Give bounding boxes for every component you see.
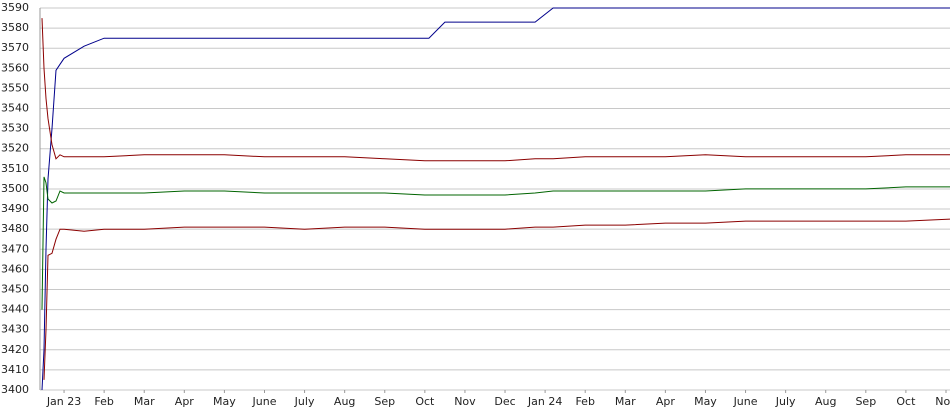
x-tick-label: Nov bbox=[454, 395, 476, 408]
y-tick-label: 3580 bbox=[1, 21, 29, 34]
y-tick-label: 3410 bbox=[1, 363, 29, 376]
x-tick-label: Nov bbox=[935, 395, 950, 408]
y-tick-label: 3520 bbox=[1, 142, 29, 155]
x-tick-label: July bbox=[775, 395, 796, 408]
x-tick-label: Apr bbox=[656, 395, 676, 408]
x-tick-label: Oct bbox=[415, 395, 435, 408]
x-tick-label: Mar bbox=[615, 395, 636, 408]
y-tick-label: 3590 bbox=[1, 1, 29, 14]
x-tick-label: Jan 24 bbox=[527, 395, 562, 408]
y-tick-label: 3480 bbox=[1, 222, 29, 235]
x-tick-label: Apr bbox=[175, 395, 195, 408]
y-tick-label: 3560 bbox=[1, 61, 29, 74]
y-tick-label: 3540 bbox=[1, 102, 29, 115]
series-line bbox=[41, 176, 950, 310]
series-line bbox=[41, 7, 950, 391]
x-tick-label: July bbox=[294, 395, 315, 408]
x-tick-label: Sep bbox=[855, 395, 876, 408]
x-tick-label: Jan 23 bbox=[46, 395, 81, 408]
y-tick-label: 3570 bbox=[1, 41, 29, 54]
y-tick-label: 3510 bbox=[1, 162, 29, 175]
y-tick-label: 3550 bbox=[1, 81, 29, 94]
y-tick-label: 3430 bbox=[1, 323, 29, 336]
series-line bbox=[43, 218, 950, 380]
x-tick-label: Mar bbox=[134, 395, 155, 408]
y-tick-label: 3500 bbox=[1, 182, 29, 195]
x-tick-label: Feb bbox=[575, 395, 594, 408]
x-tick-label: June bbox=[733, 395, 758, 408]
x-tick-label: Oct bbox=[896, 395, 916, 408]
y-tick-label: 3530 bbox=[1, 122, 29, 135]
y-tick-label: 3440 bbox=[1, 303, 29, 316]
x-tick-label: Sep bbox=[374, 395, 395, 408]
y-tick-label: 3460 bbox=[1, 262, 29, 275]
x-tick-label: Aug bbox=[334, 395, 355, 408]
series-line bbox=[41, 18, 950, 162]
y-tick-label: 3400 bbox=[1, 383, 29, 396]
y-tick-label: 3470 bbox=[1, 242, 29, 255]
y-tick-label: 3420 bbox=[1, 343, 29, 356]
x-tick-label: June bbox=[252, 395, 277, 408]
x-tick-label: Feb bbox=[94, 395, 113, 408]
y-tick-label: 3490 bbox=[1, 202, 29, 215]
x-tick-label: May bbox=[213, 395, 236, 408]
x-tick-label: Aug bbox=[815, 395, 836, 408]
x-tick-label: Dec bbox=[494, 395, 515, 408]
y-tick-label: 3450 bbox=[1, 282, 29, 295]
x-tick-label: May bbox=[694, 395, 717, 408]
